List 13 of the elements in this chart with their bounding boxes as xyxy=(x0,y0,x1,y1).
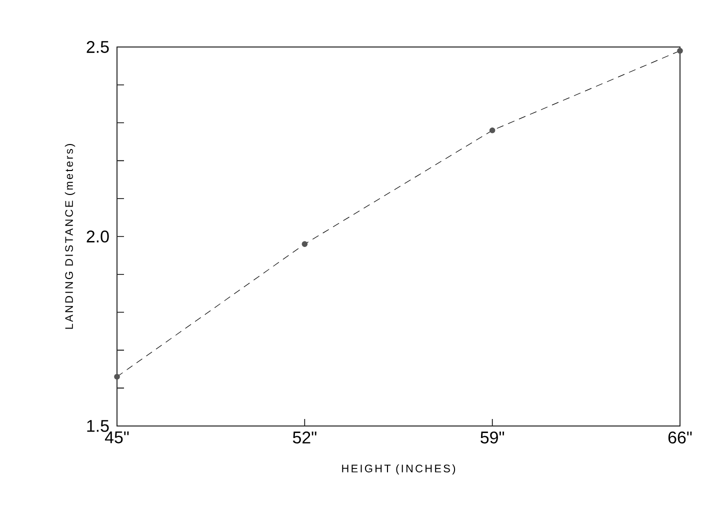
point xyxy=(489,127,496,134)
y-tick-label: 2.0 xyxy=(86,230,109,242)
x-tick-label: 52" xyxy=(292,432,316,444)
point xyxy=(677,48,683,54)
point xyxy=(114,374,120,380)
x-axis-title: HEIGHT (INCHES) xyxy=(342,464,456,475)
y-tick-label: 1.5 xyxy=(87,420,109,432)
x-tick-label: 45" xyxy=(104,432,129,444)
x-tick-label: 59" xyxy=(480,432,504,444)
y-axis-title: LANDING DISTANCE (meters) xyxy=(64,144,76,329)
y-tick-label: 2.5 xyxy=(86,40,109,53)
point xyxy=(302,241,308,247)
x-tick-label: 66" xyxy=(668,432,692,444)
